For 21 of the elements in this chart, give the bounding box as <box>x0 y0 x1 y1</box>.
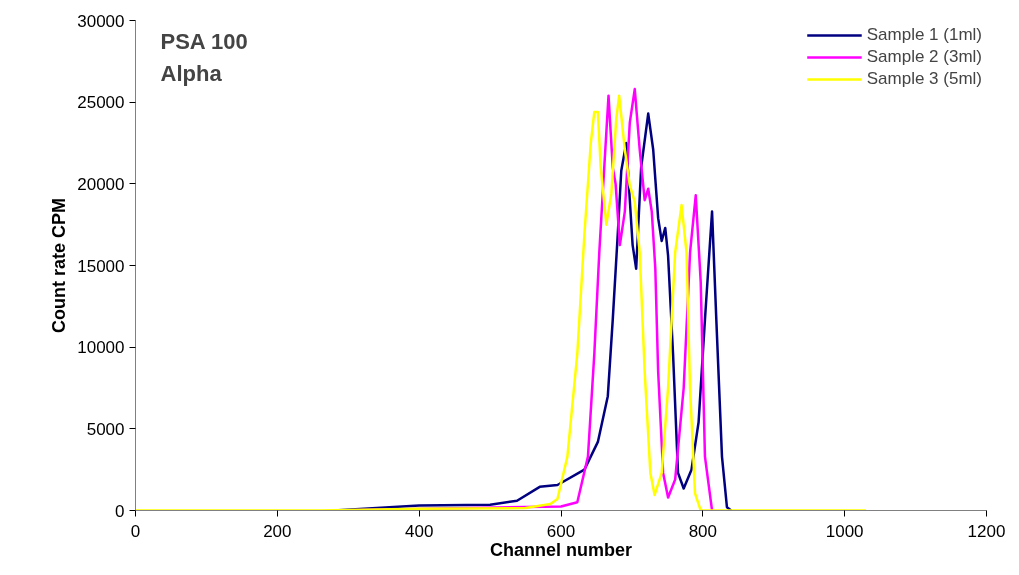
legend-label: Sample 1 (1ml) <box>866 24 982 46</box>
y-tick-label: 25000 <box>77 93 125 113</box>
x-tick-label: 400 <box>404 521 434 541</box>
y-tick-label: 0 <box>115 501 125 521</box>
x-tick-label: 0 <box>130 521 141 541</box>
x-tick-label: 200 <box>263 521 292 541</box>
y-tick-label: 30000 <box>77 11 125 31</box>
x-tick-label: 1000 <box>825 521 864 541</box>
legend-label: Sample 2 (3ml) <box>866 46 982 68</box>
x-tick-label: 800 <box>688 521 718 541</box>
x-tick-label: 600 <box>546 521 576 541</box>
y-tick-label: 5000 <box>86 419 125 439</box>
y-tick-label: 15000 <box>77 256 125 276</box>
y-tick-label: 20000 <box>77 174 125 194</box>
legend-label: Sample 3 (5ml) <box>866 68 982 90</box>
text: PSA 100 Alpha <box>160 28 248 86</box>
y-axis-title: Count rate CPM <box>49 198 70 333</box>
x-axis-title: Channel number <box>489 539 633 560</box>
x-tick-label: 1200 <box>967 521 1006 541</box>
line-series <box>135 94 868 511</box>
y-tick-label: 10000 <box>77 338 125 358</box>
